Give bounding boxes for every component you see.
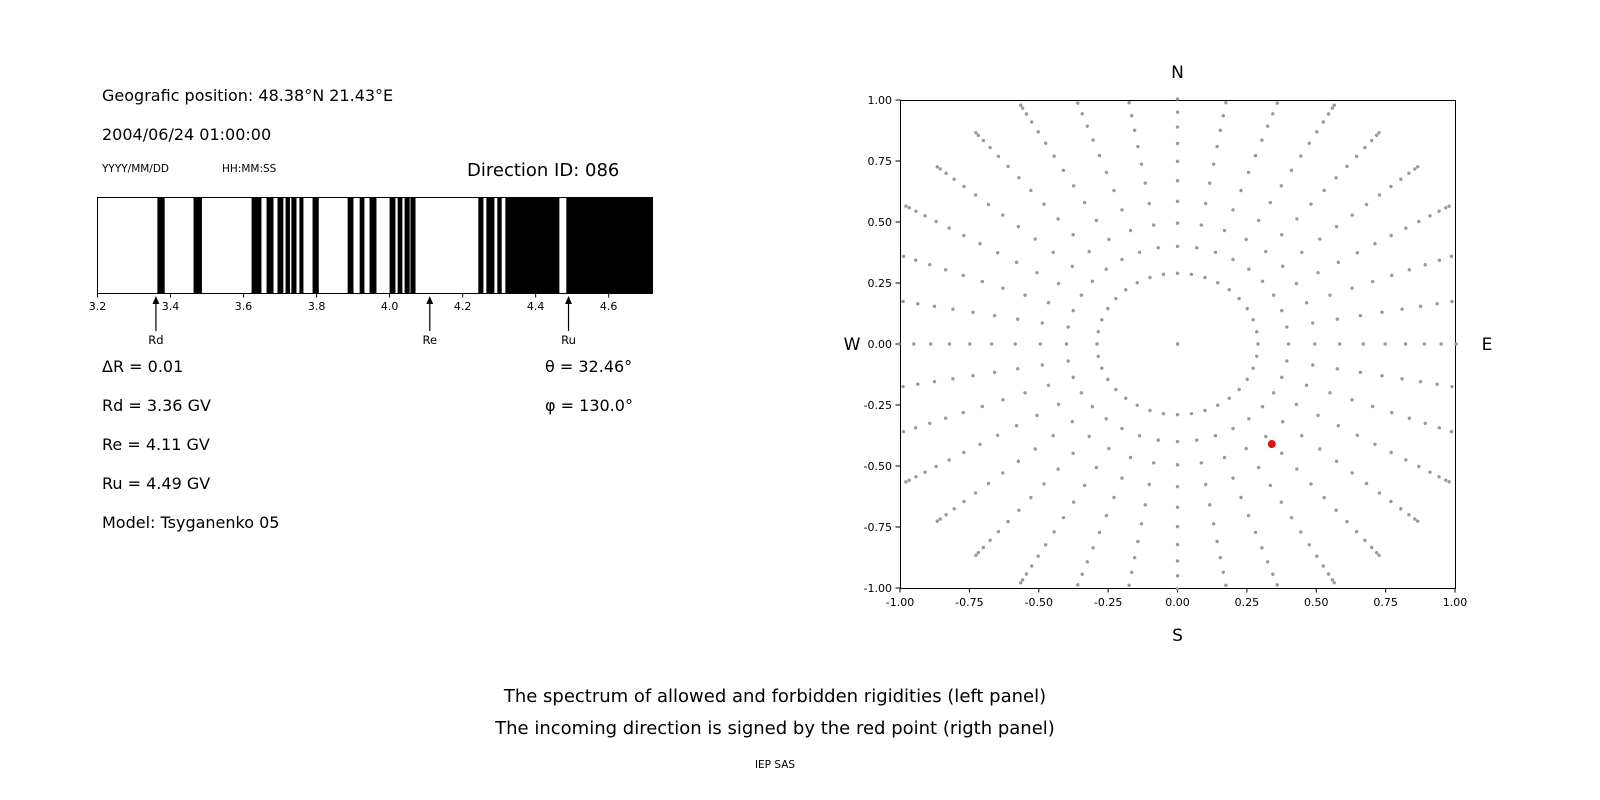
time-format-hint: HH:MM:SS bbox=[222, 163, 277, 175]
svg-text:0.25: 0.25 bbox=[1235, 596, 1260, 609]
svg-text:3.8: 3.8 bbox=[308, 300, 326, 313]
svg-text:0.00: 0.00 bbox=[1165, 596, 1190, 609]
caption-line-1: The spectrum of allowed and forbidden ri… bbox=[503, 686, 1047, 707]
compass-east-label: E bbox=[1482, 335, 1493, 355]
center-dot bbox=[1175, 342, 1180, 346]
datetime-label: 2004/06/24 01:00:00 bbox=[102, 125, 272, 144]
svg-text:4.4: 4.4 bbox=[527, 300, 545, 313]
cutoff-markers-group: Rd Re Ru bbox=[148, 296, 576, 347]
delta-r-label: ΔR = 0.01 bbox=[102, 357, 184, 376]
svg-text:0.00: 0.00 bbox=[868, 338, 893, 351]
svg-text:0.75: 0.75 bbox=[1373, 596, 1398, 609]
model-label: Model: Tsyganenko 05 bbox=[102, 513, 280, 532]
compass-north-label: N bbox=[1171, 63, 1184, 83]
credit-label: IEP SAS bbox=[754, 759, 796, 771]
allowed-bands-group bbox=[157, 197, 653, 294]
red-incoming-direction-point bbox=[1267, 440, 1276, 449]
geo-position-label: Geografic position: 48.38°N 21.43°E bbox=[102, 86, 394, 105]
date-format-hint: YYYY/MM/DD bbox=[102, 163, 170, 175]
svg-text:0.50: 0.50 bbox=[1304, 596, 1329, 609]
svg-text:-0.75: -0.75 bbox=[864, 521, 892, 534]
svg-text:Re: Re bbox=[422, 333, 437, 347]
svg-text:-1.00: -1.00 bbox=[864, 582, 892, 595]
svg-text:3.4: 3.4 bbox=[162, 300, 180, 313]
asymptotic-direction-plot: -1.00 -0.75 -0.50 -0.25 0.00 0.25 0.50 0.75 1.00… bbox=[844, 63, 1493, 646]
svg-text:-0.75: -0.75 bbox=[955, 596, 983, 609]
ru-label: Ru = 4.49 GV bbox=[102, 474, 211, 493]
asymptotic-ray-dots bbox=[897, 97, 1458, 591]
rd-label: Rd = 3.36 GV bbox=[102, 396, 211, 415]
re-label: Re = 4.11 GV bbox=[102, 435, 210, 454]
svg-text:3.6: 3.6 bbox=[235, 300, 253, 313]
direction-axes: -1.00 -0.75 -0.50 -0.25 0.00 0.25 0.50 0.75 1.00… bbox=[864, 94, 1468, 609]
svg-text:-0.50: -0.50 bbox=[864, 460, 892, 473]
svg-text:-0.25: -0.25 bbox=[1094, 596, 1122, 609]
compass-west-label: W bbox=[844, 335, 861, 355]
phi-label: φ = 130.0° bbox=[545, 396, 633, 415]
svg-text:0.25: 0.25 bbox=[868, 277, 893, 290]
svg-text:0.50: 0.50 bbox=[868, 216, 893, 229]
svg-text:1.00: 1.00 bbox=[868, 94, 893, 107]
compass-south-label: S bbox=[1172, 626, 1183, 646]
svg-text:3.2: 3.2 bbox=[89, 300, 107, 313]
svg-text:Rd: Rd bbox=[148, 333, 163, 347]
svg-text:-0.50: -0.50 bbox=[1025, 596, 1053, 609]
svg-text:-1.00: -1.00 bbox=[886, 596, 914, 609]
theta-label: θ = 32.46° bbox=[545, 357, 633, 376]
svg-text:0.75: 0.75 bbox=[868, 155, 893, 168]
svg-text:4.0: 4.0 bbox=[381, 300, 399, 313]
svg-text:1.00: 1.00 bbox=[1443, 596, 1468, 609]
spectrum-x-axis: 3.2 3.4 3.6 3.8 4.0 4.2 4.4 4.6 bbox=[89, 293, 618, 313]
svg-text:-0.25: -0.25 bbox=[864, 399, 892, 412]
caption-line-2: The incoming direction is signed by the … bbox=[495, 718, 1055, 739]
svg-text:Ru: Ru bbox=[561, 333, 576, 347]
compass-labels: N S W E bbox=[844, 63, 1493, 646]
svg-text:4.2: 4.2 bbox=[454, 300, 472, 313]
figure-captions: The spectrum of allowed and forbidden ri… bbox=[0, 686, 1550, 771]
svg-text:4.6: 4.6 bbox=[600, 300, 618, 313]
inner-ring-dots bbox=[1095, 271, 1260, 417]
rigidity-spectrum-plot: 3.2 3.4 3.6 3.8 4.0 4.2 4.4 4.6 Rd Re Ru bbox=[89, 197, 653, 347]
direction-id-label: Direction ID: 086 bbox=[467, 160, 620, 181]
